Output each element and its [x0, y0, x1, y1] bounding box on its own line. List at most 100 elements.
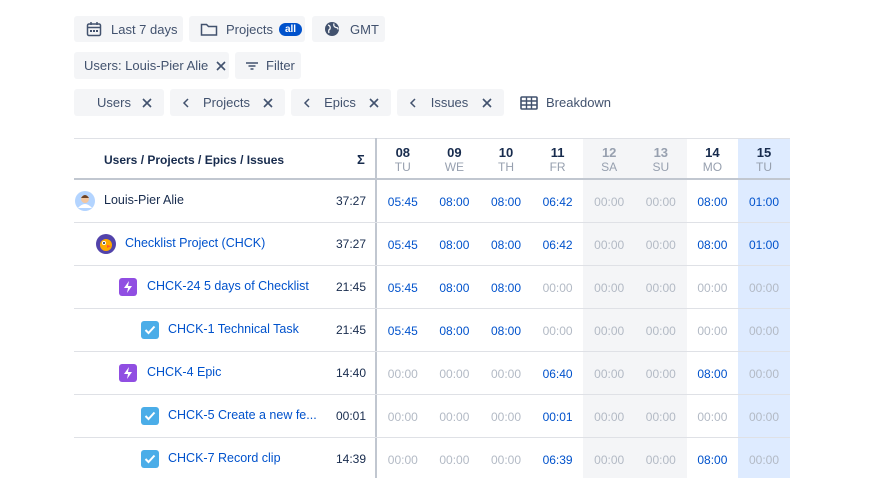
- time-cell[interactable]: 00:00: [748, 280, 779, 295]
- time-cell[interactable]: 00:01: [542, 409, 573, 424]
- row-border: [74, 351, 790, 352]
- row-border: [74, 265, 790, 266]
- time-cell[interactable]: 08:00: [697, 237, 728, 252]
- time-cell[interactable]: 00:00: [645, 237, 676, 252]
- row-total: 21:45: [335, 280, 366, 294]
- time-cell[interactable]: 00:00: [645, 194, 676, 209]
- time-cell[interactable]: 00:00: [594, 237, 625, 252]
- time-cell[interactable]: 08:00: [439, 237, 470, 252]
- date-range-button[interactable]: Last 7 days: [74, 16, 183, 42]
- time-cell[interactable]: 00:00: [594, 366, 625, 381]
- time-cell[interactable]: 00:00: [439, 409, 470, 424]
- project-icon: [96, 233, 116, 254]
- timezone-label: GMT: [350, 21, 379, 37]
- time-cell[interactable]: 00:00: [594, 452, 625, 467]
- projects-button[interactable]: Projects all: [189, 16, 305, 42]
- row-label[interactable]: CHCK-4 Epic: [147, 365, 222, 379]
- time-cell[interactable]: 08:00: [490, 194, 521, 209]
- time-cell[interactable]: 00:00: [748, 409, 779, 424]
- time-cell[interactable]: 00:00: [594, 409, 625, 424]
- time-cell[interactable]: 08:00: [490, 323, 521, 338]
- time-cell[interactable]: 00:00: [748, 366, 779, 381]
- time-cell[interactable]: 05:45: [387, 237, 418, 252]
- time-cell[interactable]: 00:00: [490, 366, 521, 381]
- epic-icon: [119, 277, 137, 296]
- task-icon: [141, 406, 159, 425]
- time-cell[interactable]: 08:00: [697, 366, 728, 381]
- time-cell[interactable]: 08:00: [490, 237, 521, 252]
- time-cell[interactable]: 00:00: [697, 280, 728, 295]
- users-filter-label: Users: Louis-Pier Alie: [84, 58, 209, 73]
- timezone-button[interactable]: GMT: [312, 16, 385, 42]
- time-cell[interactable]: 00:00: [645, 366, 676, 381]
- time-cell[interactable]: 08:00: [439, 323, 470, 338]
- time-cell[interactable]: 00:00: [387, 452, 418, 467]
- time-cell[interactable]: 00:00: [645, 409, 676, 424]
- day-weekday: FR: [549, 160, 566, 174]
- time-cell[interactable]: 00:00: [542, 280, 573, 295]
- time-cell[interactable]: 00:00: [439, 452, 470, 467]
- row-total: 37:27: [335, 194, 366, 208]
- time-cell[interactable]: 00:00: [387, 366, 418, 381]
- row-label[interactable]: CHCK-7 Record clip: [168, 451, 281, 465]
- time-cell[interactable]: 00:00: [439, 366, 470, 381]
- time-cell[interactable]: 05:45: [387, 194, 418, 209]
- time-cell[interactable]: 06:42: [542, 237, 573, 252]
- time-cell[interactable]: 08:00: [439, 280, 470, 295]
- time-cell[interactable]: 00:00: [594, 194, 625, 209]
- time-cell[interactable]: 06:39: [542, 452, 573, 467]
- time-cell[interactable]: 00:00: [645, 452, 676, 467]
- time-cell[interactable]: 00:00: [645, 323, 676, 338]
- row-label[interactable]: CHCK-5 Create a new fe...: [168, 408, 317, 422]
- time-cell[interactable]: 08:00: [439, 194, 470, 209]
- row-label[interactable]: Checklist Project (CHCK): [125, 236, 266, 250]
- date-range-label: Last 7 days: [111, 21, 178, 37]
- day-date: 15: [756, 144, 772, 160]
- row-total: 21:45: [335, 323, 366, 337]
- day-date: 11: [550, 144, 565, 160]
- time-cell[interactable]: 00:00: [490, 452, 521, 467]
- time-cell[interactable]: 00:00: [490, 409, 521, 424]
- row-label[interactable]: CHCK-24 5 days of Checklist: [147, 279, 309, 293]
- day-weekday: MO: [702, 160, 723, 174]
- projects-badge: all: [278, 22, 303, 36]
- time-cell[interactable]: 00:00: [748, 452, 779, 467]
- epic-icon: [119, 363, 137, 382]
- time-cell[interactable]: 00:00: [697, 409, 728, 424]
- projects-label: Projects: [226, 21, 273, 37]
- time-cell[interactable]: 06:42: [542, 194, 573, 209]
- avatar-icon: [75, 190, 95, 211]
- day-date: 12: [601, 144, 617, 160]
- time-cell[interactable]: 00:00: [645, 280, 676, 295]
- time-cell[interactable]: 00:00: [594, 323, 625, 338]
- time-cell[interactable]: 05:45: [387, 323, 418, 338]
- time-cell[interactable]: 00:00: [542, 323, 573, 338]
- time-cell[interactable]: 01:00: [748, 194, 779, 209]
- time-cell[interactable]: 08:00: [697, 452, 728, 467]
- time-cell[interactable]: 01:00: [748, 237, 779, 252]
- row-total: 37:27: [335, 237, 366, 251]
- filter-button[interactable]: Filter: [235, 52, 301, 79]
- time-cell[interactable]: 00:00: [387, 409, 418, 424]
- breakdown-chip-label: Issues: [430, 95, 469, 110]
- breakdown-chip[interactable]: Epics: [291, 89, 391, 116]
- time-cell[interactable]: 08:00: [697, 194, 728, 209]
- filter-label: Filter: [266, 58, 295, 73]
- header-label: Users / Projects / Epics / Issues: [104, 153, 285, 167]
- time-cell[interactable]: 08:00: [490, 280, 521, 295]
- breakdown-chip[interactable]: Projects: [170, 89, 285, 116]
- breakdown-button[interactable]: Breakdown: [520, 89, 611, 116]
- users-filter[interactable]: Users: Louis-Pier Alie: [74, 52, 229, 79]
- time-cell[interactable]: 00:00: [697, 323, 728, 338]
- time-cell[interactable]: 00:00: [748, 323, 779, 338]
- row-total: 14:40: [335, 366, 366, 380]
- time-cell[interactable]: 05:45: [387, 280, 418, 295]
- time-cell[interactable]: 06:40: [542, 366, 573, 381]
- day-date: 08: [395, 144, 411, 160]
- breakdown-chip[interactable]: Users: [74, 89, 164, 116]
- task-icon: [141, 320, 159, 339]
- breakdown-chip[interactable]: Issues: [397, 89, 504, 116]
- row-label[interactable]: CHCK-1 Technical Task: [168, 322, 299, 336]
- time-cell[interactable]: 00:00: [594, 280, 625, 295]
